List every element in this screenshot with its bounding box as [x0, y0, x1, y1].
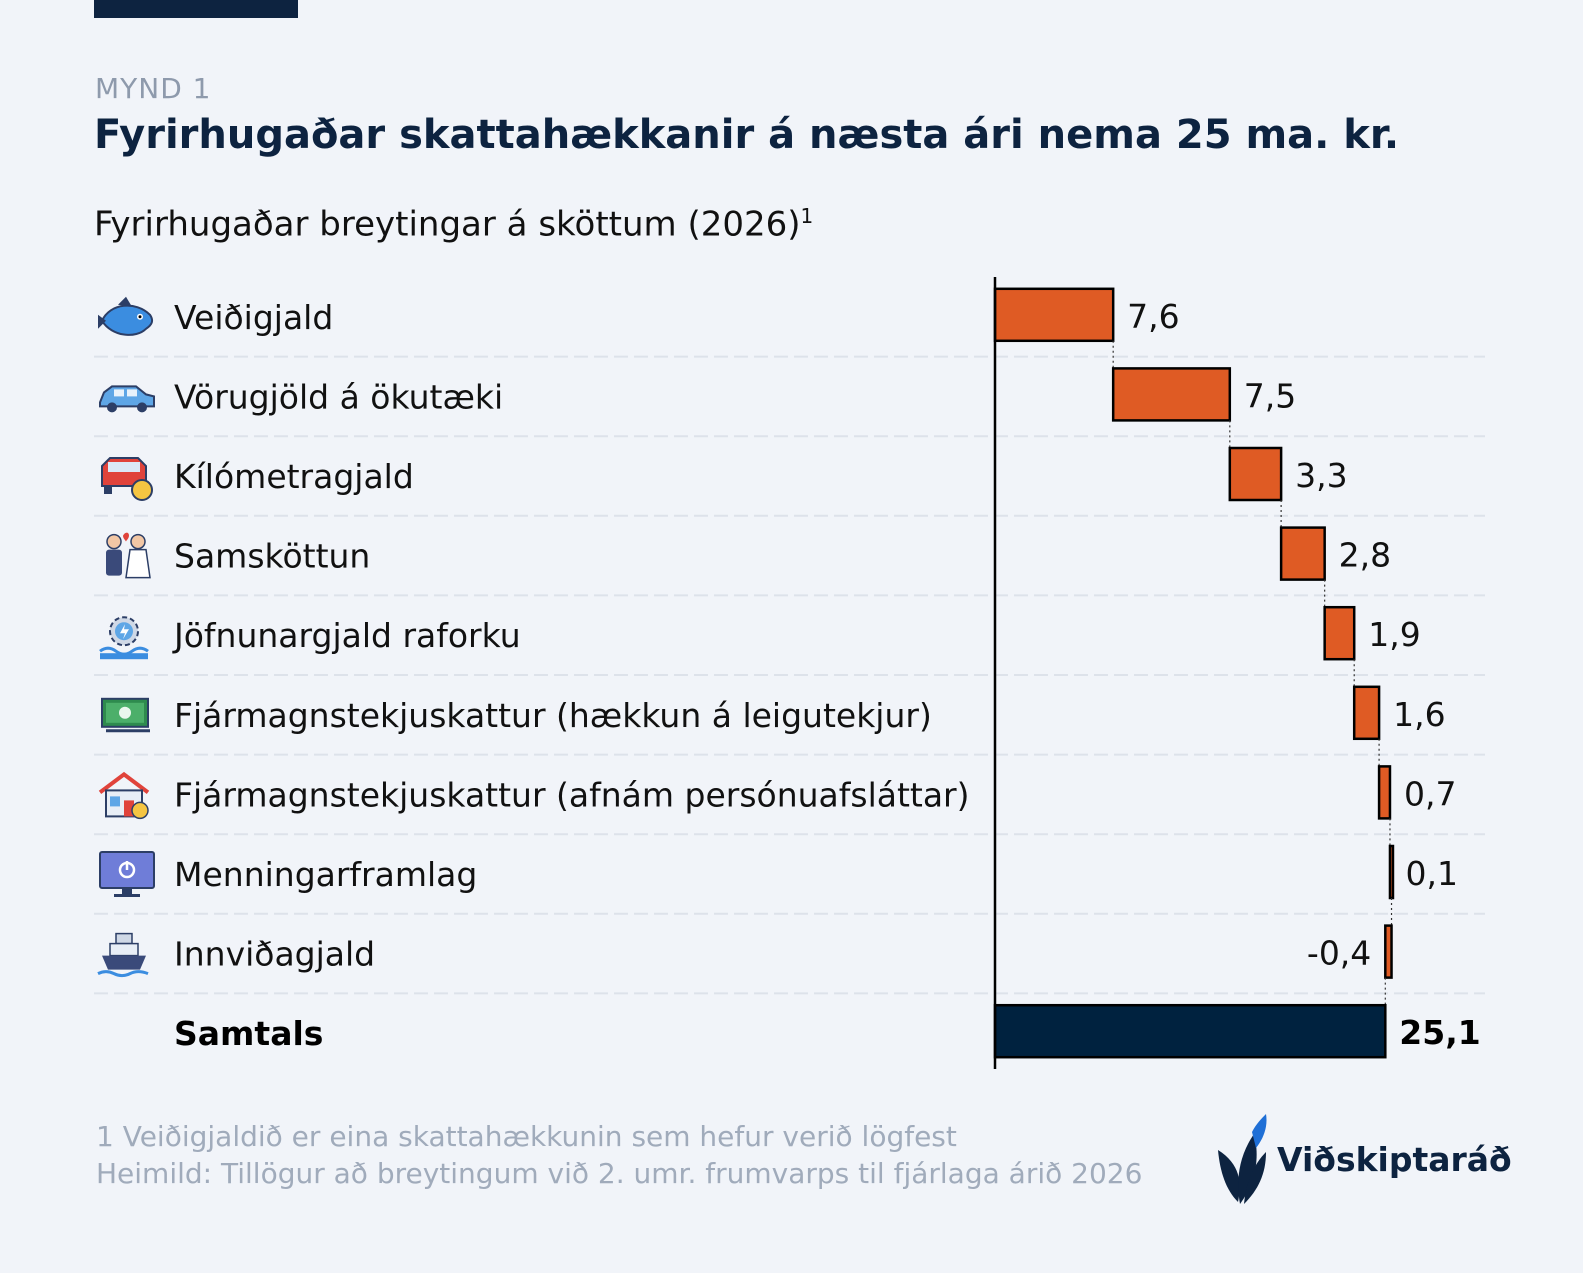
footnote-marker: 1	[800, 204, 814, 228]
top-accent-bar	[94, 0, 298, 18]
category-label: Fjármagnstekjuskattur (afnám persónuafsl…	[174, 775, 970, 814]
cruise-ship-icon	[97, 932, 149, 978]
bar	[1323, 605, 1356, 661]
bar	[1279, 526, 1326, 581]
car-icon	[99, 385, 155, 413]
bar	[993, 287, 1115, 343]
data-label: 7,5	[1244, 376, 1296, 415]
bar	[1388, 844, 1395, 900]
power-gear-icon	[99, 616, 149, 660]
footnotes: 1 Veiðigjaldið er eina skattahækkunin se…	[96, 1118, 1142, 1192]
category-label: Veiðigjald	[174, 298, 333, 337]
fish-icon	[98, 296, 154, 336]
car-coin-icon	[101, 457, 153, 501]
chart-subtitle: Fyrirhugaðar breytingar á sköttum (2026)…	[94, 204, 813, 244]
total-bar	[993, 1003, 1387, 1059]
total-label: Samtals	[174, 1014, 323, 1053]
bar	[1352, 685, 1381, 741]
category-label: Innviðagjald	[174, 935, 375, 974]
data-label: 2,8	[1339, 536, 1391, 575]
category-label: Jöfnunargjald raforku	[172, 616, 521, 655]
cash-icon	[101, 697, 150, 733]
data-label: 1,9	[1368, 615, 1420, 654]
data-label: 3,3	[1295, 456, 1347, 495]
footnote-text: 1 Veiðigjaldið er eina skattahækkunin se…	[96, 1120, 957, 1153]
data-label: -0,4	[1307, 934, 1371, 973]
bar	[1377, 765, 1392, 820]
bar	[1384, 924, 1393, 979]
data-label: 0,7	[1404, 774, 1456, 813]
category-label: Fjármagnstekjuskattur (hækkun á leigutek…	[174, 696, 932, 735]
category-label: Menningarframlag	[174, 855, 477, 894]
figure-number: MYND 1	[95, 72, 212, 105]
category-label: Vörugjöld á ökutæki	[174, 377, 503, 416]
data-label: 0,1	[1406, 854, 1458, 893]
monitor-power-icon	[99, 851, 155, 897]
house-coin-icon	[98, 771, 150, 820]
category-label: Samsköttun	[174, 537, 370, 576]
data-label: 7,6	[1127, 297, 1179, 336]
source-text: Heimild: Tillögur að breytingum við 2. u…	[96, 1157, 1143, 1190]
logo-text: Viðskiptaráð	[1277, 1140, 1512, 1179]
vidskiptarad-logo-icon	[1218, 1114, 1267, 1204]
data-label: 1,6	[1393, 695, 1445, 734]
total-data-label: 25,1	[1399, 1013, 1480, 1052]
bar	[1228, 446, 1283, 502]
bar	[1111, 367, 1232, 422]
chart-title: Fyrirhugaðar skattahækkanir á næsta ári …	[94, 112, 1400, 158]
subtitle-text: Fyrirhugaðar breytingar á sköttum (2026)	[94, 204, 801, 245]
couple-icon	[106, 532, 151, 579]
category-label: Kílómetragjald	[174, 457, 414, 496]
